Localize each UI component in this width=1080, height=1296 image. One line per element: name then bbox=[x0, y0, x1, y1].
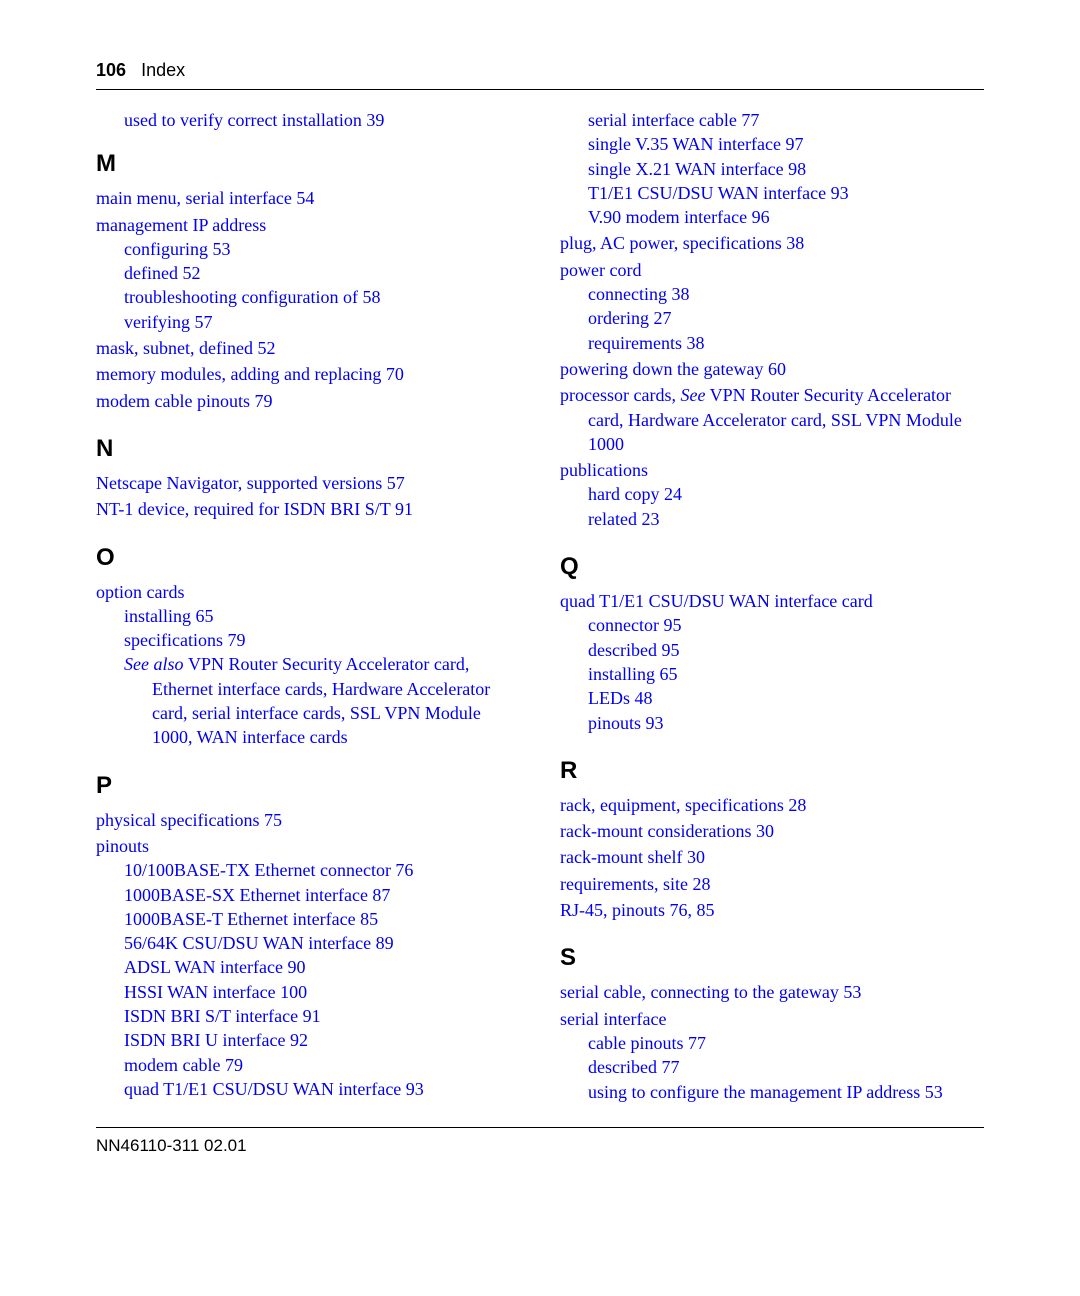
index-letter-heading: N bbox=[96, 435, 520, 463]
index-subentry[interactable]: verifying 57 bbox=[124, 310, 520, 334]
index-subentry[interactable]: described 77 bbox=[588, 1055, 984, 1079]
index-subentry[interactable]: serial interface cable 77 bbox=[588, 108, 984, 132]
index-entry[interactable]: mask, subnet, defined 52 bbox=[96, 336, 520, 360]
index-subentry[interactable]: configuring 53 bbox=[124, 237, 520, 261]
index-subentry[interactable]: specifications 79 bbox=[124, 628, 520, 652]
index-subentry[interactable]: single V.35 WAN interface 97 bbox=[588, 132, 984, 156]
index-subentry[interactable]: installing 65 bbox=[588, 662, 984, 686]
index-group-head[interactable]: quad T1/E1 CSU/DSU WAN interface card bbox=[560, 589, 984, 613]
index-subentry[interactable]: ADSL WAN interface 90 bbox=[124, 955, 520, 979]
index-subentry[interactable]: connector 95 bbox=[588, 613, 984, 637]
index-subentry[interactable]: using to configure the management IP add… bbox=[588, 1080, 984, 1104]
page-header: 106 Index bbox=[96, 60, 984, 90]
index-subentry[interactable]: described 95 bbox=[588, 638, 984, 662]
index-entry[interactable]: powering down the gateway 60 bbox=[560, 357, 984, 381]
index-subentry[interactable]: defined 52 bbox=[124, 261, 520, 285]
index-entry[interactable]: modem cable pinouts 79 bbox=[96, 389, 520, 413]
index-subentry[interactable]: related 23 bbox=[588, 507, 984, 531]
index-subentry[interactable]: 1000BASE-SX Ethernet interface 87 bbox=[124, 883, 520, 907]
index-subentry[interactable]: modem cable 79 bbox=[124, 1053, 520, 1077]
header-section bbox=[131, 60, 141, 80]
index-letter-heading: M bbox=[96, 150, 520, 178]
index-letter-heading: P bbox=[96, 772, 520, 800]
index-group-head[interactable]: serial interface bbox=[560, 1007, 984, 1031]
index-subentry[interactable]: ordering 27 bbox=[588, 306, 984, 330]
index-entry[interactable]: memory modules, adding and replacing 70 bbox=[96, 362, 520, 386]
left-column: used to verify correct installation 39 Mm… bbox=[96, 108, 520, 1104]
index-entry[interactable]: RJ-45, pinouts 76, 85 bbox=[560, 898, 984, 922]
index-subentry[interactable]: T1/E1 CSU/DSU WAN interface 93 bbox=[588, 181, 984, 205]
index-subentry[interactable]: ISDN BRI S/T interface 91 bbox=[124, 1004, 520, 1028]
index-letter-heading: R bbox=[560, 757, 984, 785]
index-entry[interactable]: physical specifications 75 bbox=[96, 808, 520, 832]
index-subentry[interactable]: pinouts 93 bbox=[588, 711, 984, 735]
index-entry[interactable]: requirements, site 28 bbox=[560, 872, 984, 896]
index-subentry[interactable]: ISDN BRI U interface 92 bbox=[124, 1028, 520, 1052]
index-group-head[interactable]: publications bbox=[560, 458, 984, 482]
index-subentry[interactable]: 10/100BASE-TX Ethernet connector 76 bbox=[124, 858, 520, 882]
index-subentry[interactable]: troubleshooting configuration of 58 bbox=[124, 285, 520, 309]
index-subentry[interactable]: used to verify correct installation 39 bbox=[124, 108, 520, 132]
index-entry[interactable]: processor cards, See VPN Router Security… bbox=[560, 383, 984, 456]
index-subentry[interactable]: cable pinouts 77 bbox=[588, 1031, 984, 1055]
index-entry[interactable]: rack-mount shelf 30 bbox=[560, 845, 984, 869]
index-subentry[interactable]: V.90 modem interface 96 bbox=[588, 205, 984, 229]
index-entry[interactable]: plug, AC power, specifications 38 bbox=[560, 231, 984, 255]
index-see-also[interactable]: See also VPN Router Security Accelerator… bbox=[124, 652, 520, 749]
index-group-head[interactable]: option cards bbox=[96, 580, 520, 604]
index-group-head[interactable]: pinouts bbox=[96, 834, 520, 858]
index-entry[interactable]: NT-1 device, required for ISDN BRI S/T 9… bbox=[96, 497, 520, 521]
index-letter-heading: Q bbox=[560, 553, 984, 581]
header-section-title: Index bbox=[141, 60, 185, 80]
index-entry[interactable]: Netscape Navigator, supported versions 5… bbox=[96, 471, 520, 495]
index-subentry[interactable]: quad T1/E1 CSU/DSU WAN interface 93 bbox=[124, 1077, 520, 1101]
index-entry[interactable]: rack-mount considerations 30 bbox=[560, 819, 984, 843]
index-subentry[interactable]: single X.21 WAN interface 98 bbox=[588, 157, 984, 181]
index-subentry[interactable]: HSSI WAN interface 100 bbox=[124, 980, 520, 1004]
footer-doc-id: NN46110-311 02.01 bbox=[96, 1136, 247, 1155]
index-subentry[interactable]: LEDs 48 bbox=[588, 686, 984, 710]
index-entry[interactable]: rack, equipment, specifications 28 bbox=[560, 793, 984, 817]
index-entry[interactable]: serial cable, connecting to the gateway … bbox=[560, 980, 984, 1004]
page-footer: NN46110-311 02.01 bbox=[96, 1127, 984, 1156]
index-letter-heading: S bbox=[560, 944, 984, 972]
index-subentry[interactable]: requirements 38 bbox=[588, 331, 984, 355]
index-subentry[interactable]: connecting 38 bbox=[588, 282, 984, 306]
index-subentry[interactable]: hard copy 24 bbox=[588, 482, 984, 506]
index-letter-heading: O bbox=[96, 544, 520, 572]
index-columns: used to verify correct installation 39 Mm… bbox=[96, 108, 984, 1104]
index-subentry[interactable]: 1000BASE-T Ethernet interface 85 bbox=[124, 907, 520, 931]
right-column: serial interface cable 77single V.35 WAN… bbox=[560, 108, 984, 1104]
index-group-head[interactable]: management IP address bbox=[96, 213, 520, 237]
page: 106 Index used to verify correct install… bbox=[0, 0, 1080, 1296]
index-subentry[interactable]: installing 65 bbox=[124, 604, 520, 628]
index-group-head[interactable]: power cord bbox=[560, 258, 984, 282]
page-number: 106 bbox=[96, 60, 126, 80]
index-subentry[interactable]: 56/64K CSU/DSU WAN interface 89 bbox=[124, 931, 520, 955]
index-entry[interactable]: main menu, serial interface 54 bbox=[96, 186, 520, 210]
